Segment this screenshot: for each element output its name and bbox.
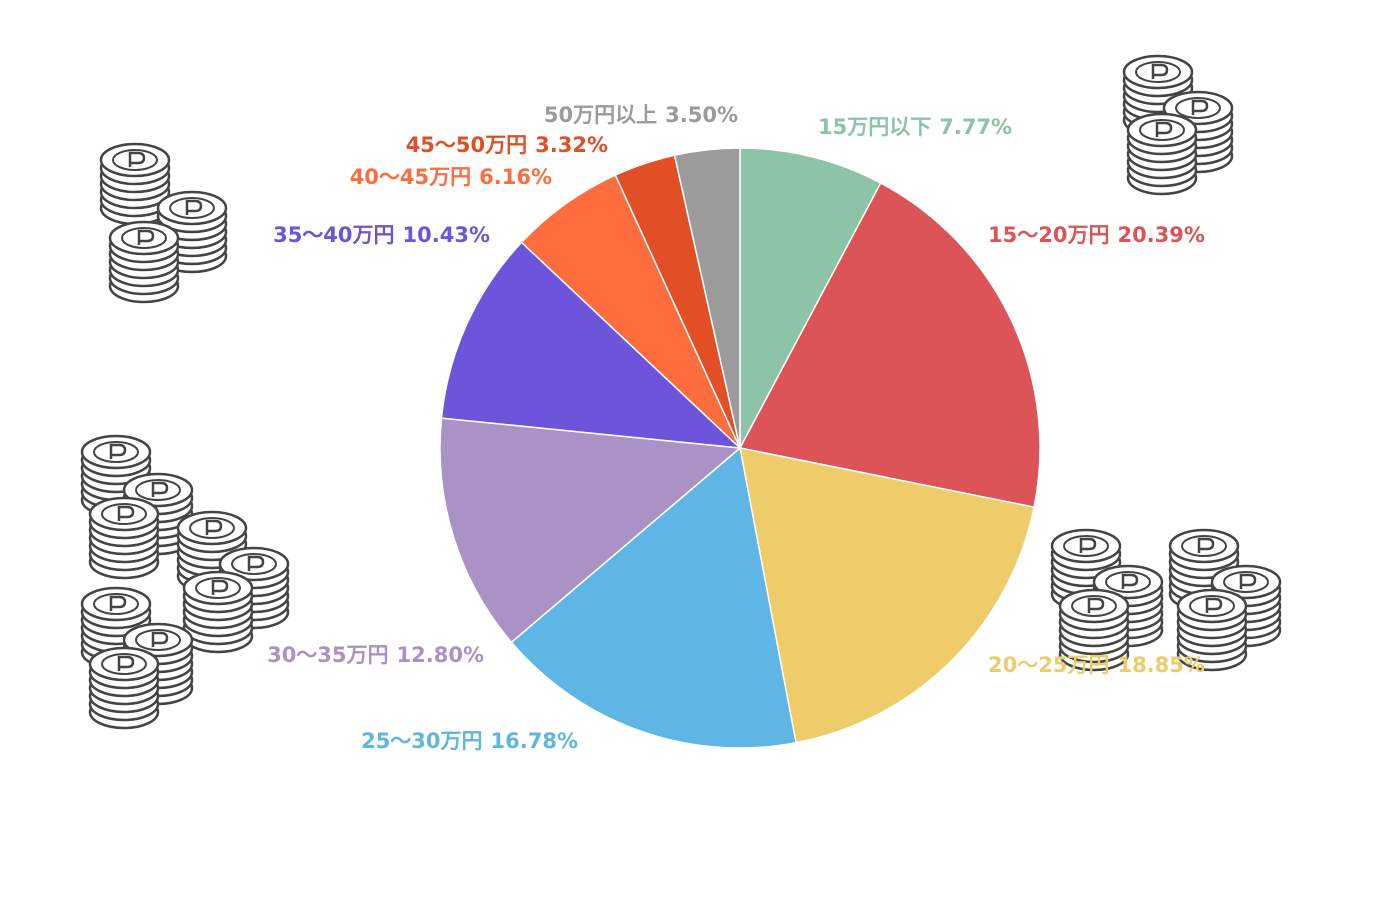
value-label: 3.50%: [665, 103, 738, 127]
pie-slice: [520, 174, 741, 449]
slice-label: 20～25万円 18.85%: [988, 653, 1205, 677]
category-label: 20～25万円: [988, 653, 1109, 677]
value-label: 3.32%: [535, 133, 608, 157]
category-label: 15万円以下: [818, 115, 931, 139]
category-label: 25～30万円: [361, 729, 482, 753]
slice-label: 15～20万円 20.39%: [988, 223, 1205, 247]
pie-slice: [739, 147, 882, 449]
value-label: 16.78%: [491, 729, 578, 753]
pie-slice: [440, 241, 743, 449]
pie-slice: [739, 447, 1035, 744]
category-label: 40～45万円: [350, 165, 471, 189]
category-label: 50万円以上: [544, 103, 657, 127]
pie-slice: [439, 417, 742, 644]
value-label: 6.16%: [479, 165, 552, 189]
slice-label: 50万円以上 3.50%: [544, 103, 738, 127]
category-label: 30～35万円: [267, 643, 388, 667]
value-label: 20.39%: [1117, 223, 1204, 247]
category-label: 45～50万円: [406, 133, 527, 157]
slice-label: 25～30万円 16.78%: [361, 729, 578, 753]
value-label: 12.80%: [397, 643, 484, 667]
slice-label: 15万円以下 7.77%: [818, 115, 1012, 139]
pie-slice: [738, 182, 1041, 509]
value-label: 10.43%: [403, 223, 490, 247]
slice-label: 40～45万円 6.16%: [350, 165, 552, 189]
value-label: 18.85%: [1117, 653, 1204, 677]
value-label: 7.77%: [939, 115, 1012, 139]
slice-label: 35～40万円 10.43%: [273, 223, 490, 247]
category-label: 15～20万円: [988, 223, 1109, 247]
category-label: 35～40万円: [273, 223, 394, 247]
slice-label: 45～50万円 3.32%: [406, 133, 608, 157]
pie-slice: [510, 446, 797, 749]
pie-slice: [673, 147, 741, 449]
slice-label: 30～35万円 12.80%: [267, 643, 484, 667]
